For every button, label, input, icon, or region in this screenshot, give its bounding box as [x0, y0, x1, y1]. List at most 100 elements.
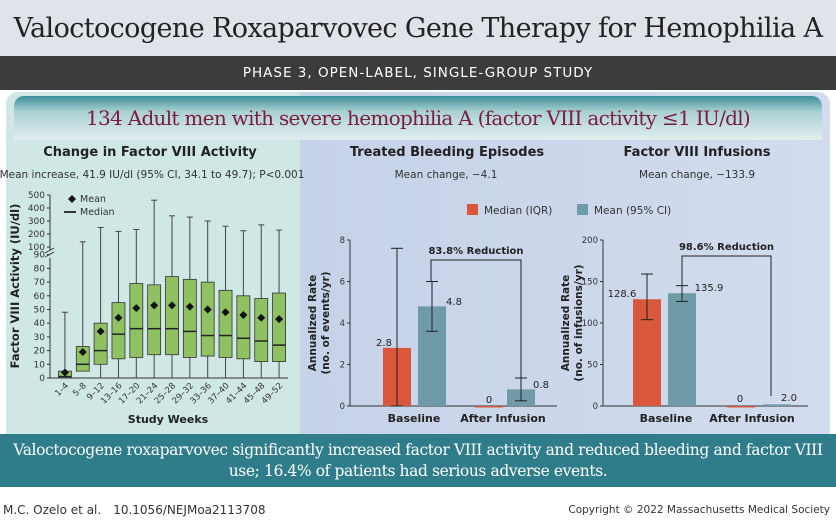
- y-tick-label: 8: [340, 236, 345, 246]
- box: [236, 295, 251, 360]
- data-label: 128.6: [608, 289, 637, 300]
- x-category-label: Baseline: [388, 412, 441, 425]
- reduction-bracket: [681, 255, 772, 396]
- y-tick-label: 50: [34, 306, 46, 316]
- x-axis-label: Study Weeks: [128, 413, 209, 426]
- y-tick-label: 10: [34, 360, 46, 370]
- y-tick-label: 20: [34, 347, 46, 357]
- bar-mean: [668, 293, 696, 406]
- box: [93, 322, 108, 365]
- chart1-title: Change in Factor VIII Activity: [43, 145, 257, 160]
- y-tick-label: 2: [340, 361, 345, 371]
- bar-median: [475, 406, 503, 408]
- box: [147, 284, 162, 356]
- population-text: 134 Adult men with severe hemophilia A (…: [85, 106, 751, 130]
- y-tick-label: 300: [28, 217, 45, 227]
- bar-median: [727, 406, 755, 408]
- legend-median-label: Median: [80, 207, 115, 218]
- mean-marker: [275, 315, 284, 324]
- mean-marker: [132, 304, 141, 313]
- y-tick-label: 150: [582, 278, 598, 288]
- mean-marker: [203, 305, 212, 314]
- box: [200, 281, 215, 357]
- x-tick-label: 1–4: [53, 381, 71, 399]
- mean-marker: [239, 310, 248, 319]
- title-bar: Valoctocogene Roxaparvovec Gene Therapy …: [0, 0, 836, 56]
- chart2-title: Treated Bleeding Episodes: [349, 145, 545, 160]
- footer-copyright: Copyright © 2022 Massachusetts Medical S…: [568, 504, 830, 516]
- x-category-label: Baseline: [640, 412, 693, 425]
- population-banner: 134 Adult men with severe hemophilia A (…: [14, 96, 822, 140]
- y-axis-label: Annualized Rate: [560, 275, 572, 372]
- mean-marker: [257, 313, 266, 322]
- y-tick-label: 30: [34, 333, 46, 343]
- footer-citation: M.C. Ozelo et al. 10.1056/NEJMoa2113708: [3, 503, 277, 517]
- y-tick-label: 0: [340, 402, 345, 412]
- reduction-label: 98.6% Reduction: [679, 242, 774, 253]
- y-tick-label: 60: [34, 292, 46, 302]
- study-design-band: PHASE 3, OPEN-LABEL, SINGLE-GROUP STUDY: [0, 56, 836, 90]
- y-tick-label: 70: [34, 278, 46, 288]
- chart3-subtitle: Mean change, −133.9: [638, 169, 756, 181]
- legend-mean-label: Mean (95% CI): [594, 205, 671, 217]
- y-axis-label-units: (no. of infusions/yr): [573, 264, 585, 381]
- y-tick-label: 100: [582, 319, 598, 329]
- chart1-subtitle: Mean increase, 41.9 IU/dl (95% CI, 34.1 …: [0, 169, 305, 181]
- y-axis-label: Factor VIII Activity (IU/dl): [8, 204, 22, 369]
- mean-marker: [78, 347, 87, 356]
- y-tick-label: 0: [39, 374, 45, 384]
- y-tick-label: 200: [28, 230, 45, 240]
- data-label: 0: [737, 394, 743, 405]
- legend-mean-icon: [68, 195, 76, 203]
- y-axis-label: Annualized Rate: [307, 275, 319, 372]
- legend-mean-swatch: [577, 204, 588, 215]
- y-tick-label: 90: [34, 251, 46, 261]
- x-category-label: After Infusion: [460, 412, 546, 425]
- bar-mean: [763, 404, 791, 406]
- footer-authors: M.C. Ozelo et al.: [3, 503, 102, 517]
- reduction-bracket: [430, 259, 522, 379]
- y-tick-label: 80: [34, 264, 46, 274]
- x-category-label: After Infusion: [709, 412, 795, 425]
- mean-marker: [150, 301, 159, 310]
- mean-marker: [114, 313, 123, 322]
- chart2-subtitle: Mean change, −4.1: [394, 169, 498, 181]
- chart3-title: Factor VIII Infusions: [623, 145, 771, 160]
- box: [165, 276, 179, 356]
- legend-median-label: Median (IQR): [484, 205, 552, 217]
- data-label: 4.8: [446, 297, 462, 308]
- box: [111, 302, 126, 360]
- data-label: 135.9: [695, 283, 724, 294]
- mean-marker: [221, 308, 230, 317]
- data-label: 0: [486, 395, 492, 406]
- reduction-label: 83.8% Reduction: [428, 246, 523, 257]
- y-tick-label: 4: [340, 319, 345, 329]
- data-label: 2.8: [376, 338, 392, 349]
- y-tick-label: 40: [34, 319, 46, 329]
- y-tick-label: 100: [28, 243, 45, 253]
- mean-marker: [185, 302, 194, 311]
- y-axis-label-units: (no. of events/yr): [320, 271, 332, 374]
- box: [254, 298, 269, 362]
- y-tick-label: 200: [582, 236, 598, 246]
- y-tick-label: 50: [587, 361, 598, 371]
- legend-median-swatch: [467, 204, 478, 215]
- page-title: Valoctocogene Roxaparvovec Gene Therapy …: [13, 12, 823, 44]
- box: [129, 283, 144, 358]
- data-label: 2.0: [781, 393, 797, 404]
- mean-marker: [96, 327, 105, 336]
- y-tick-label: 0: [593, 402, 598, 412]
- box: [218, 289, 233, 358]
- y-tick-label: 6: [340, 278, 345, 288]
- footer-doi[interactable]: 10.1056/NEJMoa2113708: [113, 503, 266, 517]
- mean-marker: [168, 301, 176, 310]
- y-tick-label: 500: [28, 191, 45, 201]
- legend-mean-label: Mean: [80, 194, 106, 205]
- conclusion-band: Valoctocogene roxaparvovec significantly…: [0, 434, 836, 487]
- box: [272, 292, 286, 362]
- y-tick-label: 400: [28, 204, 45, 214]
- data-label: 0.8: [533, 380, 549, 391]
- mean-marker: [60, 368, 69, 377]
- box: [182, 278, 197, 358]
